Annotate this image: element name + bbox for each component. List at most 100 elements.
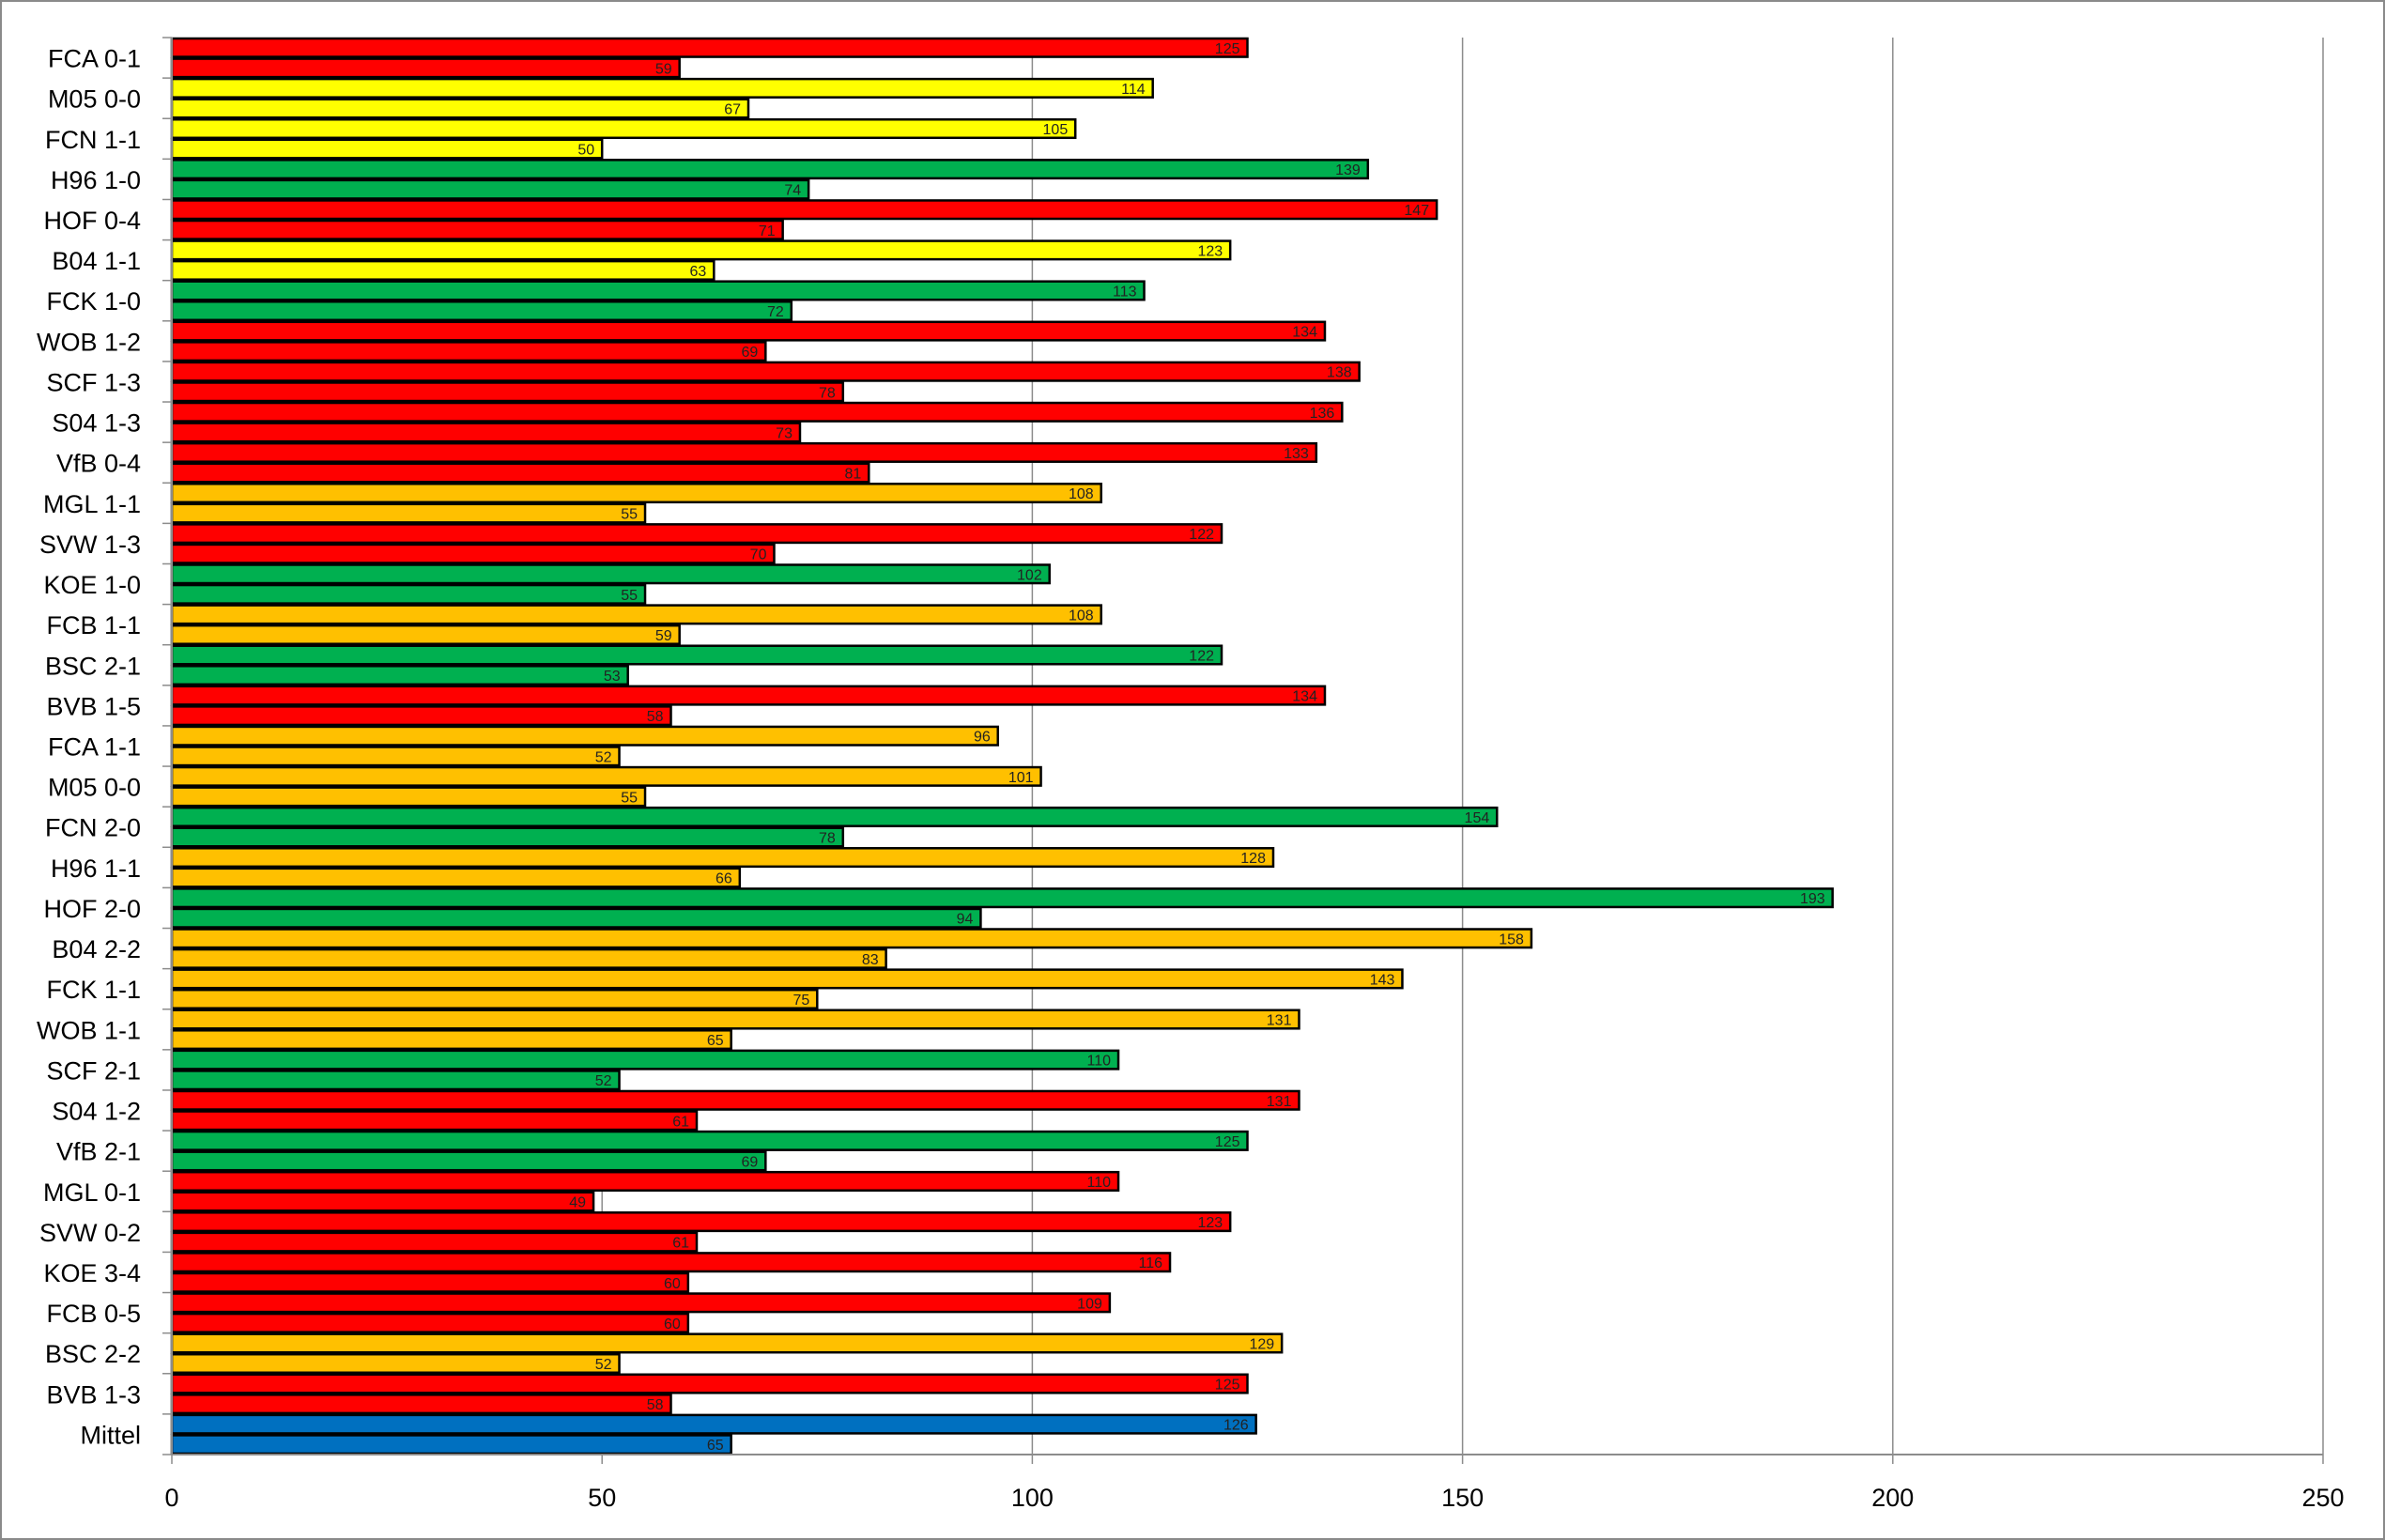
bar	[170, 57, 681, 79]
category-label: FCK 1-0	[46, 287, 141, 316]
data-label: 125	[1215, 41, 1240, 57]
data-label: 138	[1327, 365, 1352, 381]
category-label: VfB 0-4	[56, 450, 141, 478]
bar	[170, 178, 810, 200]
bar	[170, 1170, 1120, 1193]
data-label: 109	[1077, 1296, 1102, 1312]
bar	[170, 563, 1051, 585]
data-label: 78	[819, 385, 836, 401]
bar	[170, 665, 629, 686]
data-label: 129	[1249, 1336, 1274, 1352]
data-label: 65	[707, 1033, 724, 1049]
data-label: 134	[1292, 325, 1317, 341]
data-label: 67	[724, 101, 741, 117]
bar	[170, 705, 672, 727]
bar	[170, 381, 845, 403]
data-label: 110	[1087, 1175, 1112, 1191]
data-label: 52	[595, 1073, 612, 1089]
category-label: MGL 0-1	[43, 1178, 141, 1207]
category-label: HOF 0-4	[43, 207, 141, 235]
category-label: VfB 2-1	[56, 1138, 141, 1166]
bar	[170, 1352, 621, 1375]
category-label: M05 0-0	[48, 85, 141, 114]
bar	[170, 483, 1102, 504]
category-label: Mittel	[80, 1421, 141, 1449]
bar	[170, 117, 1077, 140]
data-label: 116	[1139, 1255, 1163, 1271]
bar	[170, 867, 742, 888]
category-label: H96 1-0	[51, 166, 141, 194]
category-label: KOE 1-0	[43, 571, 141, 599]
bar	[170, 259, 716, 281]
bar	[170, 1292, 1112, 1314]
data-label: 61	[672, 1236, 689, 1252]
category-label: B04 1-1	[52, 247, 141, 275]
category-label: H96 1-1	[51, 855, 141, 883]
data-label: 55	[621, 507, 638, 523]
bar	[170, 685, 1327, 706]
category-label: WOB 1-1	[37, 1016, 141, 1044]
bar	[170, 1009, 1300, 1030]
data-label: 108	[1069, 486, 1094, 502]
data-label: 60	[664, 1317, 681, 1332]
bar	[170, 988, 819, 1009]
bar	[170, 583, 647, 605]
bar	[170, 968, 1404, 990]
category-label: FCN 1-1	[45, 126, 141, 154]
category-label: SCF 1-3	[46, 368, 141, 396]
data-label: 131	[1267, 1013, 1292, 1029]
bar	[170, 1252, 1172, 1273]
category-label: SVW 0-2	[39, 1219, 141, 1247]
data-label: 55	[621, 790, 638, 806]
data-label: 49	[569, 1195, 586, 1211]
data-label: 134	[1292, 689, 1317, 705]
bar	[170, 543, 776, 564]
data-label: 110	[1087, 1054, 1112, 1070]
x-tick-label: 0	[164, 1484, 178, 1512]
data-label: 154	[1465, 810, 1490, 826]
bar	[170, 138, 604, 160]
data-label: 58	[647, 1397, 664, 1413]
bar	[170, 765, 1042, 787]
data-label: 59	[655, 628, 672, 644]
category-label: FCA 1-1	[48, 733, 141, 762]
bar	[170, 1110, 699, 1132]
category-label: BSC 2-2	[45, 1340, 141, 1368]
bar	[170, 1211, 1232, 1233]
data-label: 66	[716, 871, 732, 887]
bar	[170, 361, 1361, 382]
data-label: 125	[1215, 1378, 1240, 1394]
data-label: 63	[690, 264, 707, 280]
bar	[170, 1231, 699, 1253]
bar	[170, 441, 1318, 463]
data-label: 60	[664, 1276, 681, 1292]
data-label: 78	[819, 831, 836, 847]
data-label: 75	[793, 993, 810, 1009]
bar	[170, 77, 1154, 99]
data-label: 61	[672, 1114, 689, 1130]
data-label: 58	[647, 709, 664, 725]
bar	[170, 826, 845, 848]
data-label: 52	[595, 1357, 612, 1373]
bar	[170, 1130, 1249, 1151]
data-label: 74	[784, 183, 801, 199]
data-label: 105	[1043, 122, 1069, 138]
data-label: 96	[974, 730, 991, 746]
x-tick-label: 100	[1011, 1484, 1054, 1512]
category-label: M05 0-0	[48, 774, 141, 802]
bar	[170, 1332, 1284, 1354]
category-label: B04 2-2	[52, 935, 141, 963]
bar	[170, 98, 750, 119]
bar	[170, 847, 1275, 869]
data-label: 55	[621, 588, 638, 604]
data-label: 53	[604, 669, 621, 685]
bar	[170, 1271, 690, 1293]
data-label: 71	[759, 223, 776, 239]
data-label: 65	[707, 1438, 724, 1454]
bar	[170, 401, 1344, 423]
bar	[170, 907, 982, 929]
x-tick-label: 250	[2301, 1484, 2344, 1512]
data-label: 83	[862, 952, 879, 968]
bar	[170, 37, 1249, 58]
data-label: 72	[767, 304, 784, 320]
